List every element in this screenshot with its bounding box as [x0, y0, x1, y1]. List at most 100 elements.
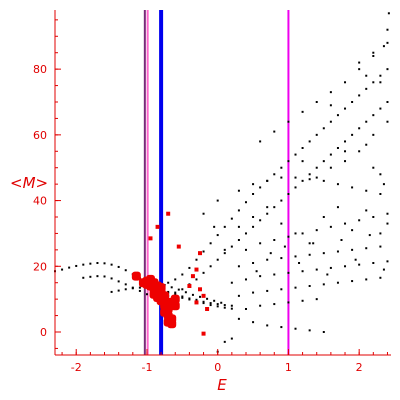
- black-point: [386, 101, 389, 103]
- black-point: [315, 101, 318, 103]
- y-tick-label: 20: [33, 260, 47, 273]
- black-point: [244, 232, 247, 235]
- black-point: [365, 209, 368, 212]
- black-point: [273, 239, 276, 241]
- black-point: [280, 166, 283, 169]
- black-point: [301, 110, 304, 113]
- black-point: [287, 120, 290, 123]
- black-point: [379, 193, 382, 195]
- black-point: [372, 133, 375, 136]
- black-point: [336, 281, 339, 284]
- black-point: [283, 245, 286, 248]
- black-point: [266, 258, 269, 261]
- black-point: [223, 306, 226, 309]
- black-point: [202, 271, 205, 274]
- black-point: [372, 216, 375, 218]
- black-point: [322, 160, 325, 163]
- black-point: [167, 290, 170, 293]
- black-point: [230, 307, 233, 310]
- black-point: [386, 41, 389, 44]
- black-point: [308, 242, 311, 245]
- x-tick-label: 1: [285, 361, 292, 374]
- black-point: [336, 114, 339, 117]
- black-point: [259, 219, 262, 222]
- black-point: [308, 178, 311, 181]
- black-point: [181, 295, 184, 298]
- black-point: [252, 291, 255, 294]
- black-point: [195, 298, 198, 301]
- black-point: [202, 300, 205, 303]
- black-point: [329, 225, 332, 228]
- black-point: [184, 291, 187, 294]
- y-tick-label: 80: [33, 63, 47, 76]
- black-point: [344, 81, 347, 84]
- x-tick-label: 0: [214, 361, 221, 374]
- black-point: [213, 299, 216, 302]
- black-point: [223, 340, 226, 343]
- black-point: [230, 337, 233, 340]
- black-point: [252, 225, 255, 228]
- black-point: [315, 268, 318, 271]
- black-point: [386, 120, 389, 123]
- black-point: [315, 133, 318, 136]
- black-point: [110, 263, 113, 266]
- black-point: [255, 270, 258, 273]
- black-point: [294, 186, 297, 189]
- black-point: [237, 189, 240, 192]
- black-point: [209, 242, 212, 245]
- black-point: [145, 293, 148, 296]
- black-point: [294, 232, 297, 235]
- black-point: [237, 265, 240, 268]
- black-point: [202, 212, 205, 215]
- black-point: [269, 252, 272, 255]
- black-point: [336, 147, 339, 149]
- black-point: [202, 250, 205, 253]
- black-point: [365, 74, 368, 77]
- black-point: [379, 173, 382, 176]
- black-point: [280, 326, 283, 329]
- black-point: [110, 277, 113, 280]
- black-point: [244, 201, 247, 204]
- y-tick-label: 0: [40, 326, 47, 339]
- black-point: [358, 263, 361, 266]
- black-point: [216, 199, 219, 202]
- black-point: [230, 245, 233, 248]
- black-point: [308, 285, 311, 287]
- red-point: [198, 251, 203, 256]
- black-point: [301, 270, 304, 273]
- black-point: [266, 212, 269, 215]
- black-point: [280, 199, 283, 202]
- black-point: [223, 304, 226, 307]
- black-point: [252, 193, 255, 195]
- black-point: [266, 289, 269, 292]
- black-point: [372, 55, 375, 57]
- black-point: [237, 239, 240, 241]
- black-point: [82, 263, 85, 266]
- black-point: [294, 327, 297, 330]
- black-point: [259, 242, 262, 245]
- black-point: [266, 324, 269, 327]
- black-point: [259, 275, 262, 278]
- black-point: [382, 45, 385, 48]
- red-point: [176, 244, 181, 249]
- black-point: [188, 298, 191, 301]
- black-point: [103, 275, 106, 278]
- black-point: [220, 301, 223, 304]
- black-point: [230, 304, 233, 307]
- black-point: [358, 150, 361, 153]
- black-point: [386, 260, 389, 263]
- black-point: [266, 179, 269, 182]
- black-point: [386, 68, 389, 71]
- black-point: [322, 331, 325, 333]
- black-point: [223, 252, 226, 255]
- black-point: [322, 216, 325, 218]
- black-point: [191, 293, 194, 296]
- black-point: [326, 273, 329, 276]
- black-point: [368, 234, 371, 237]
- black-point: [379, 74, 382, 77]
- black-point: [308, 140, 311, 143]
- black-point: [188, 266, 191, 269]
- black-point: [252, 216, 255, 218]
- black-point: [287, 193, 290, 195]
- black-point: [329, 104, 332, 107]
